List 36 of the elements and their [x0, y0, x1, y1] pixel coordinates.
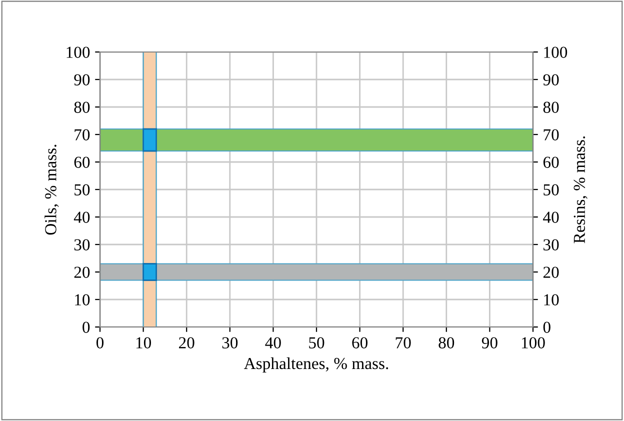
x-tick-label: 20: [179, 337, 194, 348]
x-tick-label: 60: [352, 337, 368, 348]
y2-tick-label: 70: [544, 129, 559, 140]
y2-tick-label: 50: [544, 184, 559, 196]
y2-tick-label: 30: [544, 239, 559, 250]
y-tick-label: 50: [74, 184, 90, 196]
y2-tick-label: 20: [543, 266, 559, 278]
y2-axis-title: Resins, % mass.: [574, 136, 588, 244]
y-tick-label: 10: [75, 294, 90, 306]
y-tick-label: 30: [74, 239, 90, 250]
y2-tick-label: 10: [544, 294, 559, 306]
x-tick-label: 30: [222, 337, 238, 348]
x-tick-label: 40: [265, 337, 281, 348]
y-tick-label: 90: [74, 74, 90, 86]
x-tick-label: 50: [309, 337, 324, 348]
y-tick-label: 0: [82, 322, 90, 333]
y2-tick-label: 40: [543, 212, 559, 223]
y2-tick-label: 60: [543, 156, 559, 168]
x-tick-label: 100: [522, 337, 545, 348]
y-tick-label: 70: [74, 129, 90, 140]
y-tick-label: 100: [66, 46, 90, 58]
x-tick-label: 80: [438, 337, 454, 348]
y-axis-title: Oils, % mass.: [44, 144, 59, 235]
y2-tick-label: 0: [543, 322, 550, 333]
x-tick-label: 10: [136, 337, 151, 348]
x-axis-title: Asphaltenes, % mass.: [244, 357, 388, 373]
x-tick-label: 90: [482, 337, 498, 348]
y2-tick-label: 100: [544, 46, 568, 58]
y-tick-label: 20: [74, 266, 90, 278]
x-tick-label: 70: [396, 337, 411, 348]
y-tick-label: 40: [74, 212, 90, 223]
y-tick-label: 80: [74, 102, 90, 113]
y-tick-label: 60: [74, 156, 90, 168]
y2-tick-label: 80: [543, 102, 559, 113]
x-tick-label: 0: [96, 337, 104, 348]
y2-tick-label: 90: [543, 74, 559, 86]
